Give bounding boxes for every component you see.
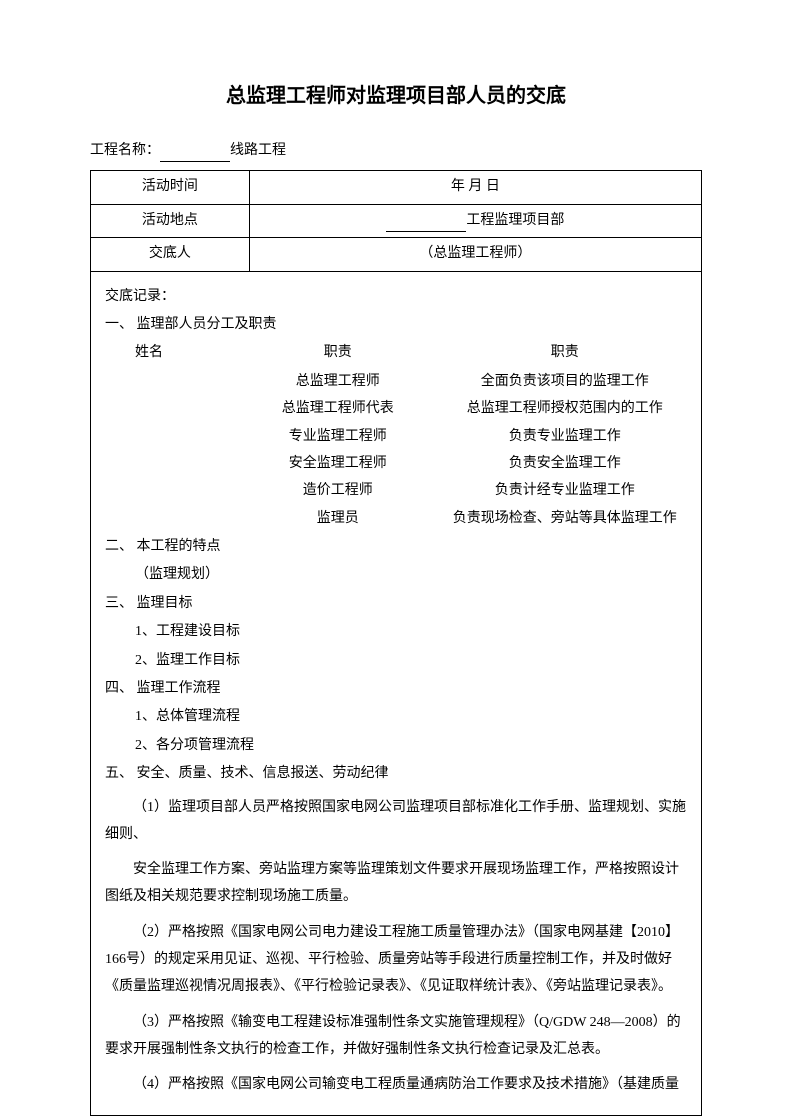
staff-row: 总监理工程师代表 总监理工程师授权范围内的工作: [105, 398, 687, 420]
activity-time-label: 活动时间: [91, 171, 250, 204]
disclose-person-label: 交底人: [91, 238, 250, 271]
staff-duty: 负责安全监理工作: [443, 453, 687, 475]
section3-title: 三、 监理目标: [105, 593, 687, 615]
staff-role: 监理员: [233, 508, 443, 530]
staff-name: [105, 480, 233, 502]
document-title: 总监理工程师对监理项目部人员的交底: [90, 80, 702, 112]
section3-item: 2、监理工作目标: [105, 650, 687, 672]
table-row: 活动地点 工程监理项目部: [91, 204, 702, 237]
section4-title: 四、 监理工作流程: [105, 678, 687, 700]
activity-time-value: 年 月 日: [249, 171, 701, 204]
header-table: 活动时间 年 月 日 活动地点 工程监理项目部 交底人 （总监理工程师）: [90, 170, 702, 271]
staff-row: 监理员 负责现场检查、旁站等具体监理工作: [105, 508, 687, 530]
staff-name: [105, 398, 233, 420]
section4-item: 2、各分项管理流程: [105, 735, 687, 757]
staff-duty: 负责计经专业监理工作: [443, 480, 687, 502]
staff-duty: 负责专业监理工作: [443, 426, 687, 448]
project-label: 工程名称：: [90, 143, 160, 158]
staff-duty: 全面负责该项目的监理工作: [443, 371, 687, 393]
record-title: 交底记录：: [105, 286, 687, 308]
staff-row: 专业监理工程师 负责专业监理工作: [105, 426, 687, 448]
staff-name: [105, 371, 233, 393]
disclose-person-value: （总监理工程师）: [249, 238, 701, 271]
staff-header-row: 姓名 职责 职责: [105, 342, 687, 364]
activity-place-value: 工程监理项目部: [249, 204, 701, 237]
para-1b: 安全监理工作方案、旁站监理方案等监理策划文件要求开展现场监理工作，严格按照设计图…: [105, 856, 687, 911]
content-box: 交底记录： 一、 监理部人员分工及职责 姓名 职责 职责 总监理工程师 全面负责…: [90, 272, 702, 1116]
staff-name: [105, 508, 233, 530]
place-suffix: 工程监理项目部: [466, 213, 564, 228]
table-row: 交底人 （总监理工程师）: [91, 238, 702, 271]
staff-col-role: 职责: [233, 342, 443, 364]
staff-col-name: 姓名: [105, 342, 233, 364]
table-row: 活动时间 年 月 日: [91, 171, 702, 204]
staff-row: 总监理工程师 全面负责该项目的监理工作: [105, 371, 687, 393]
place-blank: [386, 216, 466, 232]
staff-row: 安全监理工程师 负责安全监理工作: [105, 453, 687, 475]
staff-role: 总监理工程师代表: [233, 398, 443, 420]
staff-col-duty: 职责: [443, 342, 687, 364]
staff-role: 安全监理工程师: [233, 453, 443, 475]
staff-name: [105, 453, 233, 475]
section2-sub: （监理规划）: [105, 564, 687, 586]
staff-role: 专业监理工程师: [233, 426, 443, 448]
section4-item: 1、总体管理流程: [105, 706, 687, 728]
staff-duty: 负责现场检查、旁站等具体监理工作: [443, 508, 687, 530]
project-name-line: 工程名称： 线路工程: [90, 140, 702, 162]
staff-row: 造价工程师 负责计经专业监理工作: [105, 480, 687, 502]
section3-item: 1、工程建设目标: [105, 621, 687, 643]
section5-title: 五、 安全、质量、技术、信息报送、劳动纪律: [105, 763, 687, 785]
staff-role: 总监理工程师: [233, 371, 443, 393]
activity-place-label: 活动地点: [91, 204, 250, 237]
para-1a: （1）监理项目部人员严格按照国家电网公司监理项目部标准化工作手册、监理规划、实施…: [105, 794, 687, 849]
para-2: （2）严格按照《国家电网公司电力建设工程施工质量管理办法》（国家电网基建【201…: [105, 919, 687, 1001]
staff-name: [105, 426, 233, 448]
staff-role: 造价工程师: [233, 480, 443, 502]
staff-duty: 总监理工程师授权范围内的工作: [443, 398, 687, 420]
para-4: （4）严格按照《国家电网公司输变电工程质量通病防治工作要求及技术措施》（基建质量: [105, 1071, 687, 1098]
section1-title: 一、 监理部人员分工及职责: [105, 314, 687, 336]
section2-title: 二、 本工程的特点: [105, 536, 687, 558]
project-blank: [160, 144, 230, 162]
project-suffix: 线路工程: [230, 143, 286, 158]
para-3: （3）严格按照《输变电工程建设标准强制性条文实施管理规程》（Q/GDW 248—…: [105, 1009, 687, 1064]
